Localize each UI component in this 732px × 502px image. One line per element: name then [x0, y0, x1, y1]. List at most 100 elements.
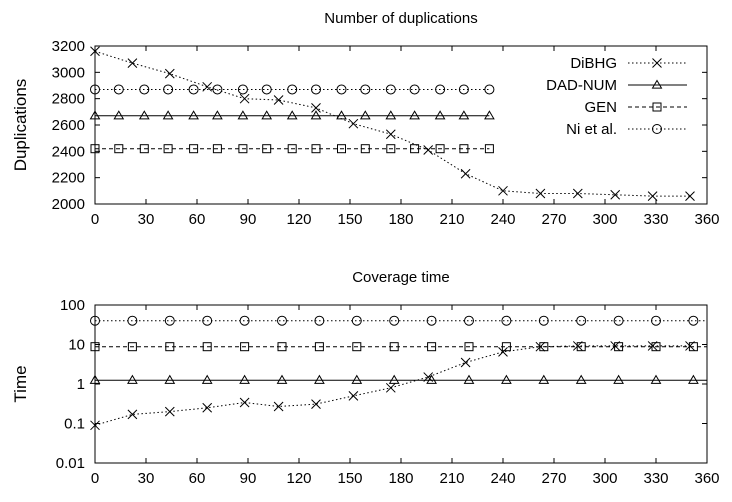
- data-point: [501, 374, 512, 384]
- x-tick-label: 150: [337, 211, 362, 228]
- data-point: [423, 145, 434, 155]
- data-point: [165, 342, 175, 352]
- data-point: [127, 409, 138, 420]
- legend-marker: [652, 58, 662, 68]
- data-point: [287, 84, 298, 95]
- x-tick-label: 240: [490, 470, 515, 487]
- chart-title: Coverage time: [352, 269, 450, 286]
- data-point: [389, 315, 400, 326]
- x-tick-label: 360: [694, 470, 719, 487]
- data-point: [202, 315, 213, 326]
- data-point: [464, 315, 474, 326]
- data-point: [572, 188, 583, 199]
- data-point: [498, 347, 508, 357]
- data-point: [463, 374, 475, 384]
- data-point: [351, 315, 362, 326]
- data-point: [426, 315, 437, 326]
- x-tick-label: 60: [189, 470, 206, 487]
- x-tick-label: 240: [490, 211, 515, 228]
- data-point: [435, 144, 445, 154]
- data-point: [434, 110, 446, 120]
- data-point: [90, 420, 100, 431]
- data-point: [139, 144, 149, 154]
- data-point: [535, 341, 546, 352]
- data-point: [89, 374, 101, 384]
- data-point: [273, 95, 284, 105]
- data-point: [164, 374, 176, 384]
- x-tick-label: 120: [286, 211, 311, 228]
- data-point: [501, 315, 512, 326]
- data-point: [314, 315, 325, 326]
- x-tick-label: 330: [643, 211, 668, 228]
- data-point: [127, 315, 138, 326]
- data-point: [650, 374, 662, 384]
- data-point: [189, 144, 199, 154]
- data-point: [162, 110, 174, 120]
- x-tick-label: 330: [643, 470, 668, 487]
- legend-label: GEN: [584, 99, 617, 116]
- data-point: [239, 93, 250, 104]
- legend-marker: [652, 102, 662, 112]
- data-point: [127, 374, 138, 384]
- data-point: [410, 144, 420, 154]
- data-point: [113, 84, 124, 95]
- data-point: [239, 374, 250, 384]
- data-point: [114, 144, 124, 154]
- data-point: [90, 342, 100, 352]
- data-point: [576, 315, 587, 326]
- data-point: [385, 110, 397, 120]
- data-point: [276, 374, 288, 384]
- x-tick-label: 150: [337, 470, 362, 487]
- data-point: [613, 315, 624, 326]
- data-point: [273, 401, 284, 412]
- data-point: [614, 342, 624, 352]
- data-point: [90, 144, 100, 154]
- y-tick-label: 0.1: [64, 416, 85, 433]
- data-point: [651, 342, 661, 352]
- x-tick-label: 30: [138, 470, 155, 487]
- data-point: [538, 315, 549, 326]
- x-tick-label: 210: [439, 211, 464, 228]
- y-tick-label: 2400: [52, 143, 85, 160]
- data-point: [239, 315, 250, 326]
- data-point: [188, 110, 199, 120]
- data-point: [237, 110, 249, 120]
- x-tick-label: 300: [592, 211, 617, 228]
- data-point: [409, 110, 420, 120]
- data-point: [458, 84, 469, 95]
- data-point: [127, 342, 137, 352]
- data-point: [89, 110, 101, 120]
- x-tick-label: 360: [694, 211, 719, 228]
- data-point: [688, 374, 699, 384]
- data-point: [484, 110, 495, 120]
- x-tick-label: 90: [240, 211, 257, 228]
- data-point: [651, 315, 661, 326]
- y-tick-label: 2800: [52, 91, 85, 108]
- y-tick-label: 3200: [52, 38, 85, 55]
- data-point: [336, 84, 347, 95]
- data-point: [435, 84, 446, 95]
- x-tick-label: 300: [592, 470, 617, 487]
- data-point: [90, 84, 100, 95]
- data-point: [385, 382, 396, 393]
- x-tick-label: 0: [91, 211, 99, 228]
- data-point: [139, 84, 150, 95]
- data-point: [261, 84, 272, 95]
- data-point: [311, 144, 321, 154]
- legend-label: DiBHG: [570, 55, 617, 72]
- data-point: [310, 110, 322, 120]
- data-point: [484, 84, 495, 95]
- x-tick-label: 180: [388, 470, 413, 487]
- chart-title: Number of duplications: [324, 10, 477, 27]
- data-point: [287, 144, 297, 154]
- legend-label: Ni et al.: [566, 121, 617, 138]
- x-tick-label: 30: [138, 211, 155, 228]
- data-point: [164, 406, 175, 417]
- data-point: [385, 84, 396, 95]
- data-point: [685, 191, 695, 201]
- data-point: [164, 68, 175, 79]
- data-point: [576, 342, 586, 352]
- data-point: [311, 103, 321, 113]
- y-tick-label: 2200: [52, 170, 85, 187]
